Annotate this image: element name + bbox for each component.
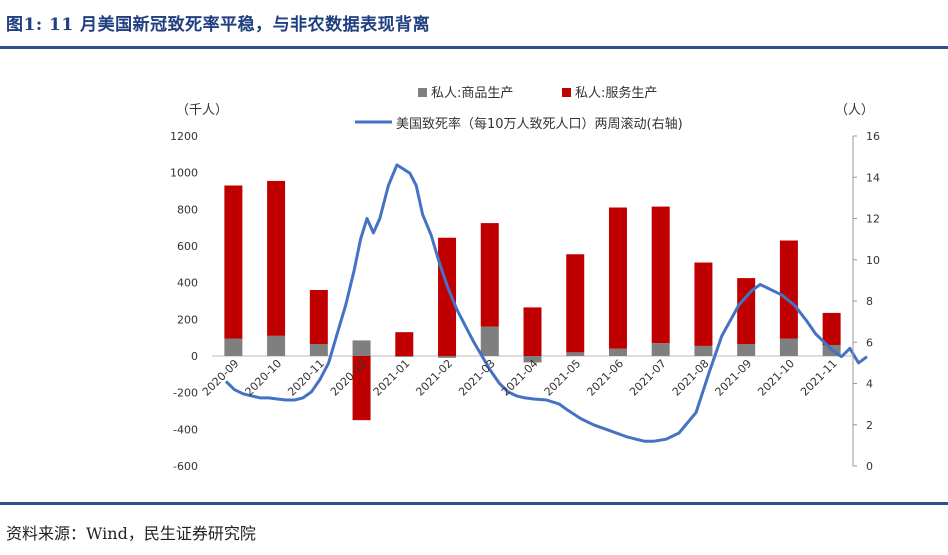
bar-services [438, 237, 457, 356]
right-tick-label: 12 [866, 213, 880, 226]
x-tick-label: 2021-01 [371, 357, 413, 399]
right-tick-label: 4 [866, 378, 873, 391]
left-axis-unit: （千人） [176, 103, 228, 118]
bar-goods [779, 338, 798, 356]
left-tick-label: 600 [177, 240, 198, 253]
bar-goods [608, 348, 627, 356]
bottom-rule [0, 502, 948, 505]
x-tick-label: 2021-02 [413, 357, 455, 399]
right-tick-label: 8 [866, 295, 873, 308]
legend-label-services: 私人:服务生产 [575, 85, 657, 101]
figure-title: 图1: 11 月美国新冠致死率平稳，与非农数据表现背离 [6, 15, 431, 35]
bar-services [523, 307, 542, 356]
bar-services [224, 185, 243, 339]
bar-services [822, 312, 841, 345]
source-note: 资料来源：Wind，民生证券研究院 [6, 524, 256, 543]
right-tick-label: 6 [866, 336, 873, 349]
bar-services [352, 356, 371, 421]
fatality-rate-line [224, 163, 868, 443]
legend: 私人:商品生产 私人:服务生产 美国致死率（每10万人致死人口）两周滚动(右轴) [355, 85, 683, 132]
bar-goods [523, 356, 542, 363]
legend-swatch-services [562, 88, 571, 97]
bar-group [224, 180, 841, 421]
x-tick-label: 2021-09 [713, 357, 755, 399]
left-tick-label: 200 [177, 313, 198, 326]
bar-goods [737, 344, 756, 356]
left-tick-label: 400 [177, 277, 198, 290]
left-tick-label: -600 [173, 460, 198, 473]
left-tick-label: 1200 [170, 130, 198, 143]
right-tick-label: 10 [866, 254, 880, 267]
bar-services [651, 206, 670, 344]
x-tick-label: 2021-10 [755, 357, 797, 399]
right-tick-label: 16 [866, 130, 880, 143]
left-tick-label: -400 [173, 423, 198, 436]
bar-services [737, 278, 756, 345]
chart: 私人:商品生产 私人:服务生产 美国致死率（每10万人致死人口）两周滚动(右轴)… [170, 85, 880, 473]
bar-services [566, 254, 585, 353]
x-tick-label: 2021-11 [798, 357, 840, 399]
x-tick-label: 2020-09 [200, 357, 242, 399]
right-tick-label: 0 [866, 460, 873, 473]
x-tick-label: 2021-05 [542, 357, 584, 399]
x-tick-label: 2021-03 [456, 357, 498, 399]
bar-goods [395, 356, 414, 357]
x-tick-label: 2020-10 [243, 357, 285, 399]
bar-services [267, 180, 286, 336]
bar-goods [352, 340, 371, 356]
x-tick-label: 2021-06 [584, 357, 626, 399]
x-tick-label: 2021-07 [627, 357, 669, 399]
left-tick-label: -200 [173, 387, 198, 400]
bar-services [694, 262, 713, 346]
bar-goods [309, 344, 328, 356]
bar-goods [480, 326, 499, 356]
left-tick-label: 1000 [170, 167, 198, 180]
bar-goods [224, 338, 243, 356]
right-tick-label: 14 [866, 171, 880, 184]
bar-services [480, 223, 499, 327]
top-rule [0, 46, 948, 49]
bar-goods [438, 356, 457, 358]
bar-goods [566, 352, 585, 356]
x-tick-label: 2021-04 [499, 357, 541, 399]
bar-services [309, 290, 328, 345]
bar-goods [267, 335, 286, 356]
legend-label-line: 美国致死率（每10万人致死人口）两周滚动(右轴) [396, 116, 683, 132]
bar-services [779, 240, 798, 339]
left-tick-label: 0 [191, 350, 198, 363]
x-tick-label: 2021-08 [670, 357, 712, 399]
bar-services [608, 207, 627, 349]
right-tick-label: 2 [866, 419, 873, 432]
left-tick-label: 800 [177, 203, 198, 216]
bar-goods [694, 345, 713, 356]
bar-goods [651, 343, 670, 356]
right-axis-unit: （人） [835, 103, 874, 118]
bar-services [395, 332, 414, 356]
legend-swatch-goods [418, 88, 427, 97]
line-group [224, 163, 868, 443]
legend-label-goods: 私人:商品生产 [431, 86, 513, 101]
